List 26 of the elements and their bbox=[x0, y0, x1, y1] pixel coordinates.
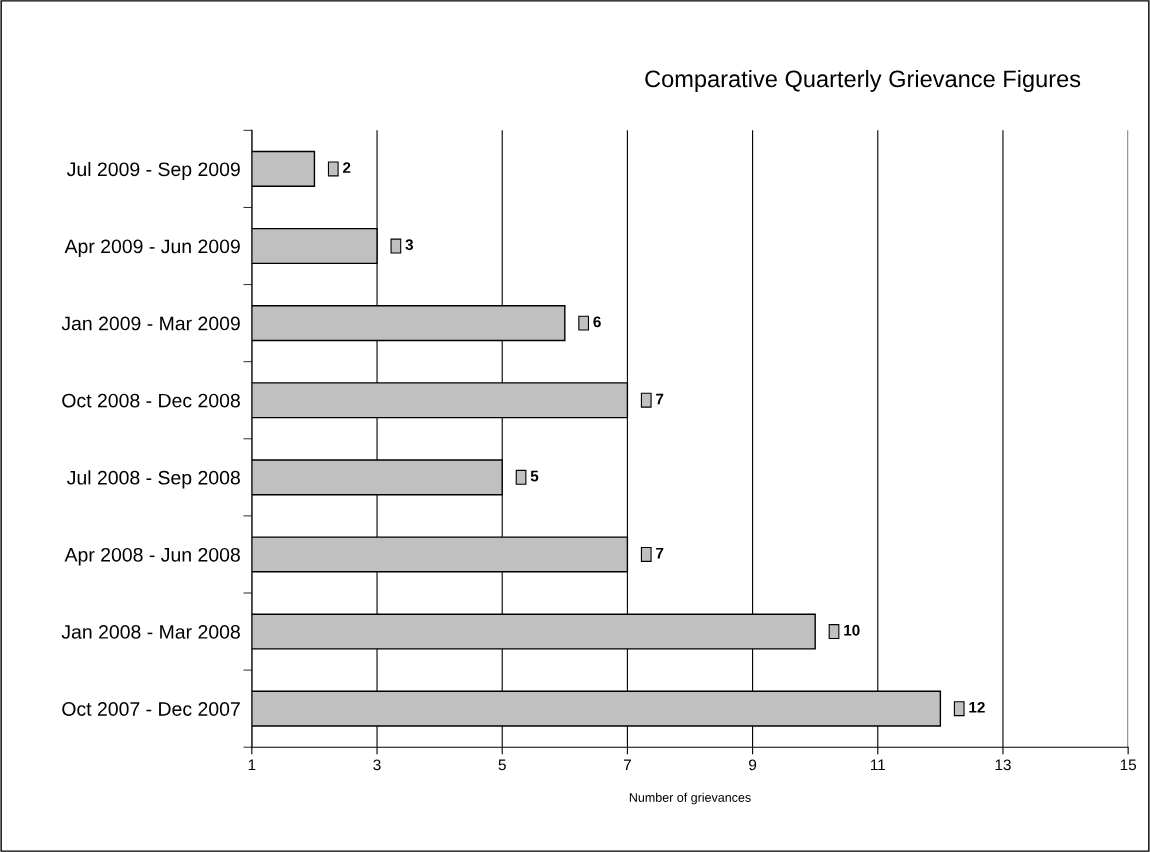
data-label: 7 bbox=[656, 393, 664, 405]
x-tick-label: 11 bbox=[871, 759, 885, 771]
x-tick-label: 13 bbox=[995, 759, 1011, 771]
y-tick-label: Apr 2008 - Jun 2008 bbox=[64, 547, 240, 566]
x-tick-label: 7 bbox=[623, 759, 631, 771]
x-tick-label: 9 bbox=[749, 759, 757, 771]
y-tick-label: Oct 2008 - Dec 2008 bbox=[62, 393, 240, 408]
data-label: 12 bbox=[969, 701, 985, 713]
data-label: 3 bbox=[405, 239, 414, 251]
data-label: 10 bbox=[844, 624, 860, 636]
chart-title: Comparative Quarterly Grievance Figures bbox=[645, 69, 1081, 92]
y-tick-label: Jul 2009 - Sep 2009 bbox=[67, 161, 240, 180]
y-tick-label: Jul 2008 - Sep 2008 bbox=[67, 470, 240, 489]
x-tick-label: 1 bbox=[248, 759, 256, 771]
y-tick-label: Jan 2008 - Mar 2008 bbox=[61, 625, 240, 639]
x-axis-title: Number of grievances bbox=[629, 792, 751, 805]
x-tick-label: 15 bbox=[1120, 759, 1137, 771]
data-label: 6 bbox=[593, 316, 601, 328]
x-tick-label: 3 bbox=[373, 759, 381, 771]
x-tick-label: 5 bbox=[498, 759, 506, 771]
data-label: 5 bbox=[530, 470, 539, 482]
data-label: 7 bbox=[656, 547, 664, 559]
y-tick-label: Jan 2009 - Mar 2009 bbox=[61, 316, 240, 331]
y-tick-label: Apr 2009 - Jun 2009 bbox=[64, 239, 240, 258]
y-tick-label: Oct 2007 - Dec 2007 bbox=[62, 702, 240, 716]
data-label: 2 bbox=[343, 162, 351, 173]
